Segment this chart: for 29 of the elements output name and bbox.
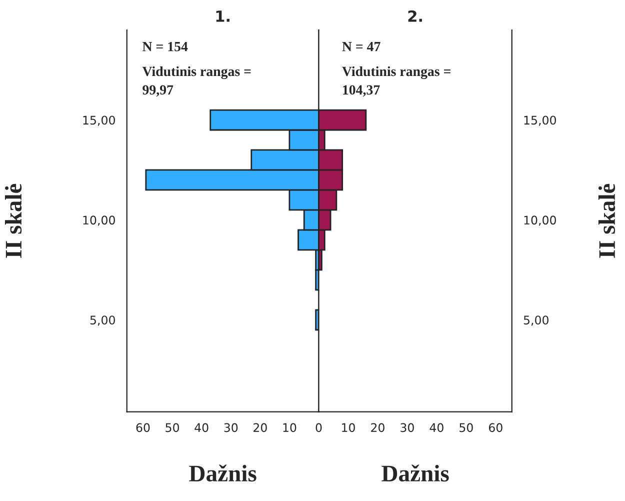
y-tick-label: 10,00 xyxy=(83,216,115,226)
x-tick-label: 30 xyxy=(400,423,414,432)
chart-title: 2. xyxy=(408,10,422,22)
y-tick-label: 15,00 xyxy=(83,116,115,126)
x-axis-title: Dažnis xyxy=(189,464,256,482)
x-tick-label: 20 xyxy=(254,423,267,432)
y-tick-label: 5,00 xyxy=(524,316,548,326)
y-tick-label: 5,00 xyxy=(90,316,115,326)
x-tick-label: 40 xyxy=(194,423,208,432)
x-tick-label: 60 xyxy=(488,423,502,432)
annotation: N = 154 xyxy=(142,42,188,52)
y-axis-title: II skalė xyxy=(5,184,22,258)
y-tick-label: 10,00 xyxy=(524,216,556,226)
x-tick-label: 50 xyxy=(166,423,180,432)
x-tick-label: 10 xyxy=(283,423,296,432)
annotation: N = 47 xyxy=(342,42,380,52)
chart-title: 1. xyxy=(216,10,230,22)
x-tick-label: 30 xyxy=(224,423,238,432)
annotation: Vidutinis rangas = 99,97 xyxy=(142,66,251,97)
x-tick-label: 10 xyxy=(342,423,355,432)
x-tick-label: 50 xyxy=(460,423,473,432)
x-tick-label: 20 xyxy=(371,423,384,432)
y-axis-title: II skalė xyxy=(598,184,616,258)
y-tick-label: 15,00 xyxy=(524,116,556,126)
x-tick-label: 60 xyxy=(136,423,150,432)
x-tick-label: 40 xyxy=(430,423,444,432)
annotation: Vidutinis rangas = 104,37 xyxy=(342,66,450,97)
x-axis-title: Dažnis xyxy=(382,464,449,482)
x-tick-label: 0 xyxy=(316,423,322,432)
